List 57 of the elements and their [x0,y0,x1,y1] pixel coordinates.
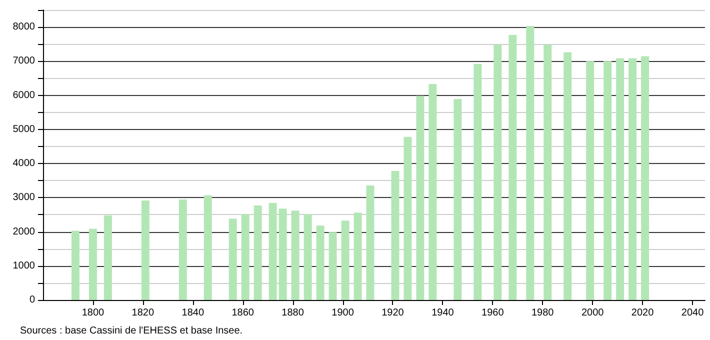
bar [416,96,424,300]
y-tick-label: 2000 [12,226,36,238]
x-tick-label: 1940 [432,308,454,318]
bar [641,56,650,300]
bar [104,215,112,300]
bar [88,228,97,300]
bar [71,230,80,300]
y-tick-label: 7000 [12,56,36,67]
x-tick-label: 1840 [182,308,204,318]
x-tick-label: 1980 [532,308,554,318]
bar [628,58,637,300]
bar [141,200,150,300]
y-tick-label: 1000 [12,260,36,272]
bar [328,232,337,300]
bar [404,136,412,300]
bar [204,195,212,300]
y-tick-label: 6000 [12,90,36,101]
bar [508,34,517,300]
bar [366,186,374,300]
bar [228,218,237,300]
bar [586,61,594,300]
bar [616,58,624,300]
x-tick-label: 1920 [382,308,404,318]
bar [494,44,502,300]
x-tick-label: 1960 [482,308,504,318]
bar [241,214,250,300]
bar [268,202,277,300]
x-tick-label: 1820 [132,308,154,318]
bar [341,220,350,300]
y-tick-label: 0 [29,294,36,306]
x-tick-label: 2000 [581,308,604,318]
bar [454,99,462,300]
bar [564,52,572,300]
x-tick-label: 1860 [232,308,254,318]
source-note: Sources : base Cassini de l'EHESS et base Insee. [20,326,243,336]
bar [391,171,400,300]
bar [526,26,534,300]
bar [304,214,312,300]
y-tick-label: 4000 [12,158,36,170]
bar [291,210,300,300]
bar [354,212,362,300]
bar [254,205,262,300]
bar [544,44,552,300]
bar [178,200,187,300]
bar [278,208,287,300]
bar [474,64,482,300]
bar [316,226,324,300]
y-tick-label: 5000 [12,124,36,135]
x-tick-label: 1880 [282,308,304,318]
x-tick-label: 2040 [681,308,704,318]
x-tick-label: 2020 [631,308,654,318]
y-tick-label: 3000 [12,192,36,204]
x-tick-label: 1800 [82,308,105,318]
y-tick-label: 8000 [12,22,36,33]
bar [604,61,612,300]
x-tick-label: 1900 [332,308,354,318]
bar [428,84,437,300]
